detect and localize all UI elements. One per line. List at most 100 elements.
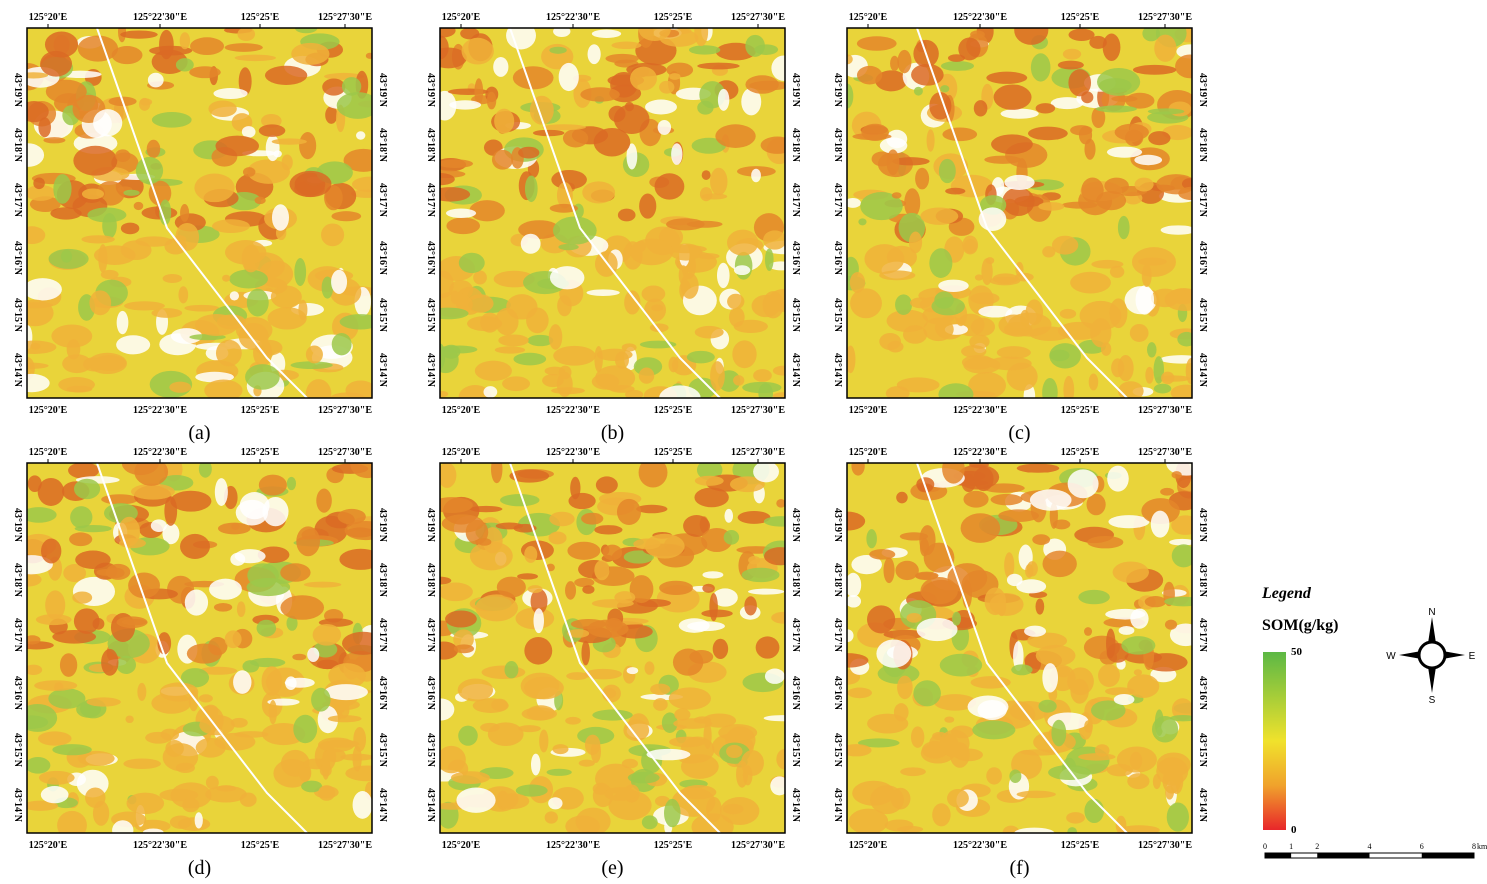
map-patch — [772, 365, 785, 376]
map-patch — [72, 591, 93, 604]
map-patch — [440, 745, 466, 774]
map-patch — [1089, 35, 1107, 49]
map-patch — [339, 548, 372, 570]
map-patch — [570, 618, 607, 630]
map-patch — [1118, 381, 1144, 398]
y-label: 43°15'N — [790, 733, 801, 768]
map-patch — [1084, 627, 1093, 636]
map-patch — [602, 544, 623, 561]
map-patch — [169, 815, 192, 829]
map-patch — [851, 554, 882, 575]
map-patch — [772, 392, 785, 398]
x-label: 125°25'E — [241, 447, 280, 458]
map-patch — [659, 80, 675, 94]
map-patch — [558, 62, 579, 92]
scale-label: 4 — [1368, 842, 1372, 851]
map-patch — [616, 498, 642, 526]
map-patch — [481, 665, 526, 680]
map-patch — [27, 800, 59, 811]
map-patch — [530, 588, 548, 615]
y-label: 43°15'N — [377, 298, 388, 333]
map-patch — [256, 619, 277, 637]
map-patch — [942, 127, 978, 142]
map-patch — [1171, 515, 1192, 535]
map-patch — [986, 767, 1003, 785]
y-label: 43°16'N — [377, 676, 388, 711]
y-label: 43°16'N — [425, 676, 436, 711]
map-patch — [527, 334, 554, 347]
map-patch — [116, 335, 151, 355]
y-label: 43°17'N — [790, 183, 801, 218]
compass-n: N — [1428, 607, 1435, 618]
map-patch — [726, 229, 759, 256]
y-label: 43°15'N — [12, 298, 23, 333]
map-patch — [851, 463, 865, 476]
map-patch — [1050, 97, 1084, 110]
y-label: 43°18'N — [12, 128, 23, 163]
map-patch — [860, 192, 903, 221]
map-patch — [451, 771, 490, 785]
map-patch — [993, 84, 1032, 110]
map-patch — [1102, 33, 1121, 62]
map-patch — [776, 748, 785, 770]
map-patch — [688, 45, 721, 55]
map-patch — [770, 776, 785, 796]
map-patch — [968, 371, 1006, 398]
map-patch — [495, 522, 523, 530]
map-panel — [27, 463, 372, 833]
map-patch — [27, 278, 62, 301]
map-patch — [1090, 700, 1126, 721]
map-patch — [776, 499, 785, 508]
map-patch — [440, 270, 454, 298]
map-patch — [694, 487, 729, 508]
map-patch — [305, 345, 323, 364]
map-patch — [869, 549, 896, 560]
map-patch — [480, 312, 500, 333]
map-patch — [847, 653, 869, 668]
map-patch — [991, 134, 1033, 155]
map-patch — [883, 629, 926, 639]
map-patch — [666, 218, 705, 231]
road — [96, 28, 308, 398]
y-label: 43°17'N — [12, 183, 23, 218]
map-patch — [322, 78, 346, 96]
y-label: 43°18'N — [425, 563, 436, 598]
map-patch — [1156, 757, 1189, 786]
x-label: 125°22'30"E — [953, 12, 1007, 23]
y-label: 43°16'N — [832, 241, 843, 276]
map-patch — [1042, 377, 1058, 398]
map-patch — [717, 88, 730, 111]
y-label: 43°17'N — [790, 618, 801, 653]
map-patch — [27, 143, 45, 167]
map-patch — [294, 28, 318, 34]
map-patch — [217, 522, 251, 535]
y-label: 43°16'N — [790, 676, 801, 711]
map-patch — [875, 70, 908, 92]
map-patch — [847, 595, 862, 608]
map-patch — [352, 791, 372, 819]
map-patch — [586, 289, 620, 296]
map-patch — [986, 71, 1028, 84]
map-patch — [486, 91, 497, 110]
map-patch — [712, 638, 729, 659]
x-label: 125°20'E — [442, 840, 481, 851]
map-patch — [549, 46, 567, 54]
map-patch — [224, 630, 242, 649]
map-patch — [654, 173, 685, 200]
map-patch — [1014, 28, 1049, 45]
map-patch — [87, 207, 127, 223]
map-patch — [524, 175, 538, 203]
map-patch — [159, 788, 199, 802]
map-patch — [198, 694, 213, 703]
y-label: 43°19'N — [377, 508, 388, 543]
y-label: 43°15'N — [425, 298, 436, 333]
map-patch — [34, 680, 78, 691]
map-patch — [205, 785, 247, 803]
map-patch — [624, 290, 641, 315]
map-patch — [449, 100, 482, 110]
map-patch — [323, 748, 346, 763]
map-patch — [239, 792, 257, 807]
map-patch — [1160, 355, 1192, 364]
map-patch — [500, 494, 540, 507]
